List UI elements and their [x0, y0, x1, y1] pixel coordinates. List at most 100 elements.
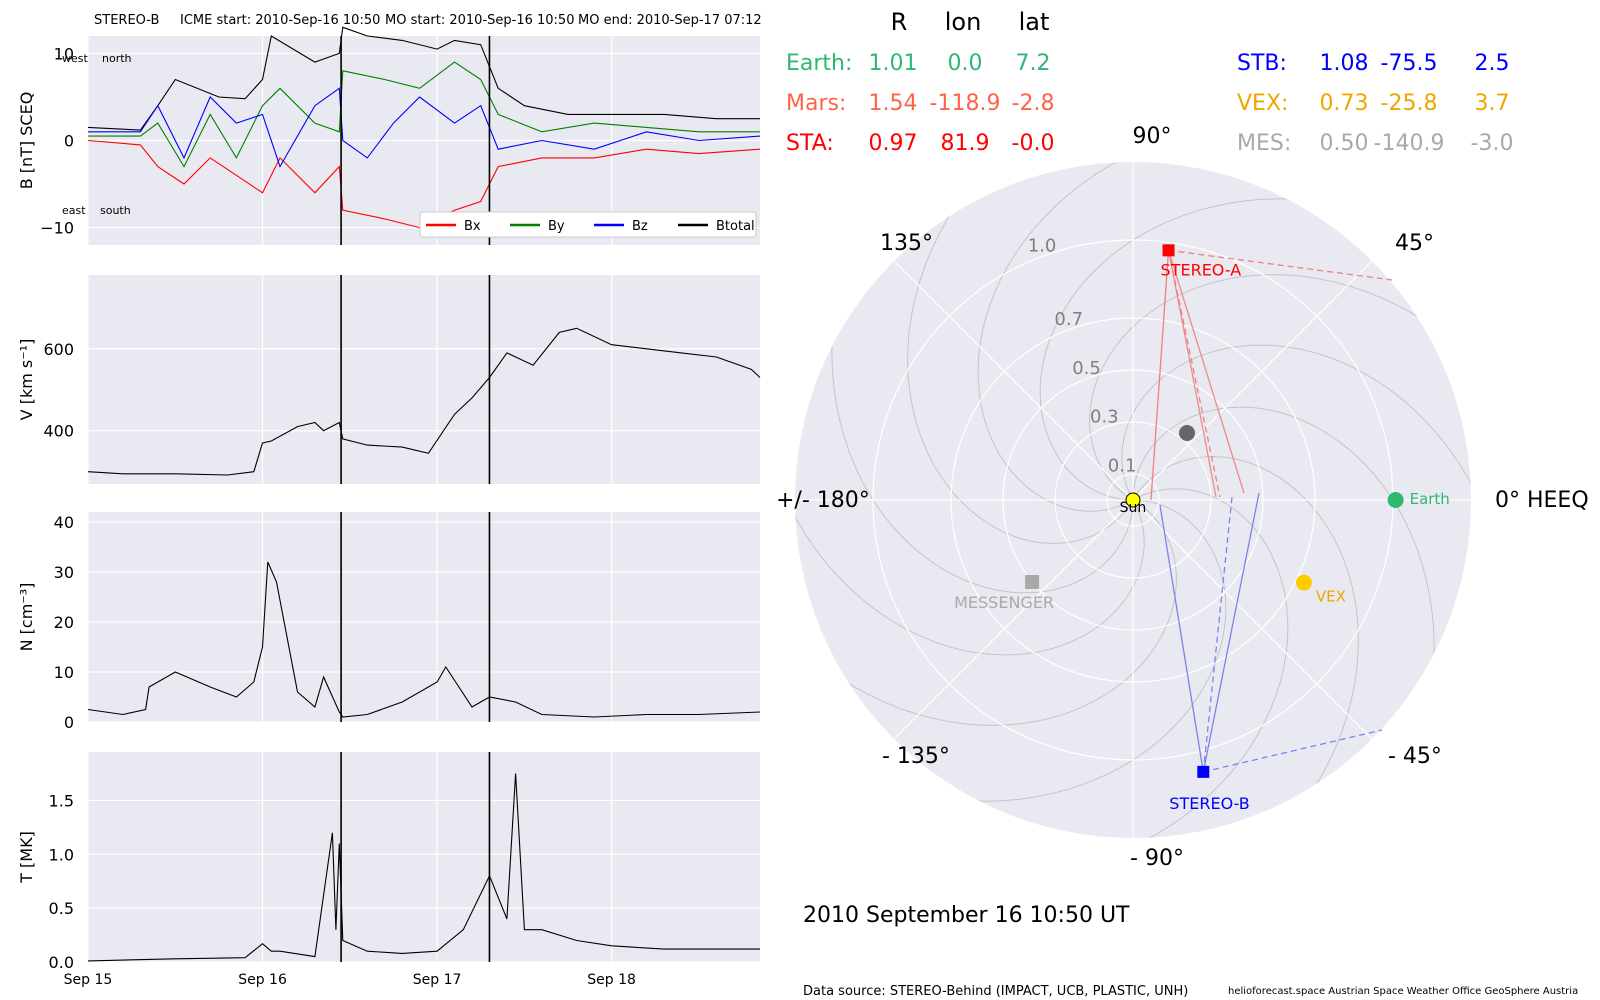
y-tick-label: 0 [64, 713, 74, 732]
panel-background [88, 275, 760, 484]
body-marker-earth [1387, 492, 1404, 508]
table-cell-r: 0.50 [1320, 131, 1369, 156]
radius-ring [950, 317, 1316, 683]
y-tick-label: 40 [54, 513, 74, 532]
body-stereo-b: STEREO-B [1169, 765, 1250, 813]
table-row: STB: 1.08 -75.5 2.5 [1237, 51, 1510, 76]
x-tick-label: Sep 15 [64, 972, 113, 988]
body-label-vex: VEX [1316, 588, 1346, 606]
y-axis-label: N [cm⁻³] [17, 583, 36, 652]
y-tick-label: 400 [43, 422, 74, 441]
y-tick-label: 30 [54, 563, 74, 582]
credits-note: helioforecast.space Austrian Space Weath… [1228, 986, 1578, 997]
parker-spiral-line [977, 162, 1215, 512]
angle-label: 90° [1133, 124, 1172, 149]
table-row: STA: 0.97 81.9 -0.0 [786, 131, 1054, 156]
legend-label-by: By [548, 219, 565, 234]
spiral-lines [795, 162, 1471, 838]
table-row-name: Earth: [786, 51, 852, 76]
legend-label-bx: Bx [464, 219, 481, 234]
angle-label: 0° HEEQ [1495, 488, 1589, 513]
table-cell-r: 1.54 [869, 91, 918, 116]
parker-spiral-line [1051, 488, 1289, 838]
body-earth: Earth [1387, 490, 1450, 508]
parker-spiral-line [1132, 406, 1435, 758]
parker-spiral-line [875, 499, 1227, 802]
sta-field-of-view-line [1167, 250, 1245, 494]
header-spacecraft: STEREO-B [94, 13, 159, 28]
radius-tick-label: 0.3 [1090, 407, 1119, 428]
parker-spiral-line [1121, 344, 1471, 582]
body-sun: Sun [1120, 492, 1147, 516]
series-line-t [87, 773, 760, 962]
body-stereo-a: STEREO-A [1161, 244, 1241, 279]
parker-spiral-line [795, 418, 1145, 656]
table-row-name: MES: [1237, 131, 1291, 156]
legend-label-bz: Bz [632, 219, 648, 234]
table-cell-lat: -3.0 [1471, 131, 1514, 156]
polar-title: 2010 September 16 10:50 UT [803, 903, 1130, 928]
body-label-stereo-b: STEREO-B [1169, 794, 1249, 813]
y-tick-label: 0.0 [49, 953, 74, 972]
panel-speed: 400 600 V [km s⁻¹] [17, 275, 761, 484]
panel-temperature: 0.0 0.5 1.0 1.5 T [MK] Sep 15 Sep 16 Sep 17 Sep … [17, 752, 760, 988]
body-label-messenger: MESSENGER [954, 593, 1054, 612]
body-marker-sun [1125, 492, 1141, 508]
parker-spiral-line [795, 499, 1177, 726]
parker-spiral-line [1132, 456, 1359, 838]
body-mars [1179, 425, 1195, 441]
sta-dashed-line [1167, 250, 1221, 498]
parker-spiral-line [1039, 198, 1391, 501]
table-header-r: R [891, 8, 908, 36]
table-row: Earth: 1.01 0.0 7.2 [786, 51, 1051, 76]
table-row: VEX: 0.73 -25.8 3.7 [1237, 91, 1510, 116]
table-row-name: VEX: [1237, 91, 1288, 116]
table-header-lat: lat [1019, 8, 1050, 36]
body-marker-mars [1179, 425, 1195, 441]
body-marker-vex [1295, 574, 1312, 591]
polar-position-plot: 0.1 0.3 0.5 0.7 1.0 0° HEEQ 45° 90° 135° +/- 180°… [776, 124, 1589, 871]
series-line-by [88, 61, 760, 168]
body-marker-messenger [1025, 574, 1040, 589]
body-messenger: MESSENGER [954, 574, 1054, 612]
table-cell-lon: -118.9 [930, 91, 1001, 116]
angle-label: 135° [880, 231, 933, 256]
table-cell-r: 1.08 [1320, 51, 1369, 76]
table-cell-lon: -25.8 [1381, 91, 1438, 116]
table-row-name: STA: [786, 131, 834, 156]
header-icme-start: ICME start: 2010-Sep-16 10:50 [180, 13, 380, 28]
angle-label: - 90° [1130, 846, 1184, 871]
radial-gridline [1132, 260, 1373, 501]
legend-label-btotal: Btotal [716, 219, 755, 234]
radial-gridline [893, 260, 1134, 501]
header-mo-end: MO end: 2010-Sep-17 07:12 [578, 13, 762, 28]
radial-gridline [1132, 499, 1373, 740]
sta-sun-line [1150, 250, 1170, 501]
panel-density: 0 10 20 30 40 N [cm⁻³] [17, 512, 761, 732]
x-tick-label: Sep 16 [238, 972, 287, 988]
stb-dashed-line [1203, 729, 1383, 773]
table-cell-lon: -140.9 [1374, 131, 1445, 156]
radius-tick-label: 0.1 [1108, 456, 1137, 477]
radius-tick-label: 0.7 [1054, 309, 1083, 330]
radius-ring [1054, 421, 1212, 579]
corner-label-north: north [102, 52, 132, 65]
table-row-name: Mars: [786, 91, 846, 116]
parker-spiral-line [831, 242, 1134, 594]
x-tick-label: Sep 17 [413, 972, 462, 988]
sta-field-of-view-line [1167, 250, 1217, 498]
sta-dashed-line [1168, 249, 1393, 281]
table-cell-r: 0.97 [869, 131, 918, 156]
angle-label: - 45° [1388, 744, 1442, 769]
table-header-lon: lon [945, 8, 982, 36]
panel-background [88, 512, 760, 722]
table-cell-lat: 3.7 [1475, 91, 1510, 116]
y-tick-label: 10 [54, 663, 74, 682]
angle-label: +/- 180° [776, 488, 870, 513]
y-tick-label: 10 [54, 44, 74, 63]
table-cell-lat: -2.8 [1012, 91, 1055, 116]
table-cell-lon: 0.0 [948, 51, 983, 76]
body-label-sun: Sun [1120, 500, 1147, 516]
y-tick-label: 0 [64, 132, 74, 151]
